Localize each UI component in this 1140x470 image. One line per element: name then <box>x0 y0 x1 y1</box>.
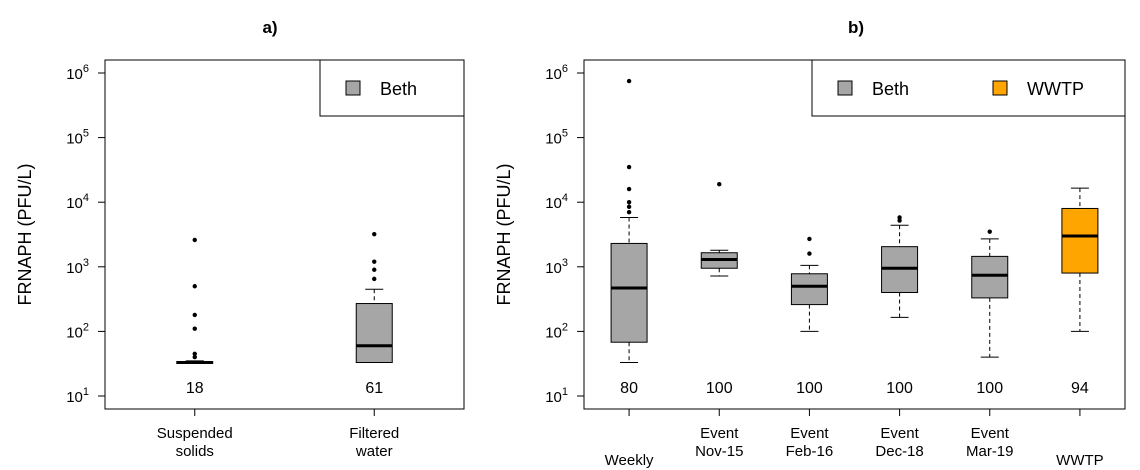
y-tick-label: 101 <box>66 386 89 406</box>
sample-count-label: 18 <box>186 380 204 397</box>
outlier-point <box>192 326 197 331</box>
outlier-point <box>192 351 197 357</box>
outlier-point <box>372 231 377 237</box>
sample-count-label: 94 <box>1071 380 1089 397</box>
outlier-point <box>626 164 632 170</box>
x-category-label: Event <box>790 425 829 442</box>
legend-label: Beth <box>380 79 417 99</box>
legend-label: Beth <box>872 79 909 99</box>
y-tick-label: 105 <box>66 128 89 148</box>
x-category-label: Filtered <box>349 425 399 442</box>
box <box>790 273 828 306</box>
legend: Beth <box>319 59 465 117</box>
y-axis-label: FRNAPH (PFU/L) <box>15 163 35 305</box>
y-tick-label: 106 <box>66 63 89 83</box>
outlier-point <box>626 186 632 192</box>
x-category-label: Nov-15 <box>695 443 743 460</box>
y-tick-label: 102 <box>545 321 568 341</box>
sample-count-label: 100 <box>796 380 823 397</box>
outlier-point <box>192 354 197 360</box>
x-category-label: water <box>355 443 393 460</box>
x-category-label: Event <box>700 425 739 442</box>
outlier-point <box>372 259 377 264</box>
outlier-point <box>192 284 197 289</box>
y-tick-label: 104 <box>66 192 89 212</box>
plot-frame <box>104 59 465 410</box>
y-tick-label: 104 <box>545 192 568 212</box>
x-category-label: Dec-18 <box>875 443 923 460</box>
y-tick-label: 103 <box>545 257 568 277</box>
legend-box <box>319 59 465 117</box>
legend-swatch <box>992 80 1008 96</box>
outlier-point <box>372 267 377 272</box>
panel-title: a) <box>262 18 277 37</box>
x-category-label: Event <box>880 425 919 442</box>
outlier-point <box>372 276 377 282</box>
outlier-point <box>626 204 632 209</box>
box <box>355 303 393 364</box>
x-category-label: WWTP <box>1056 452 1103 469</box>
y-tick-label: 106 <box>545 63 568 83</box>
legend-box <box>811 59 1126 117</box>
outlier-point <box>192 237 197 243</box>
outlier-point <box>626 200 632 205</box>
x-category-label: Feb-16 <box>786 443 834 460</box>
outlier-point <box>192 312 197 318</box>
outlier-point <box>897 218 902 223</box>
box-group: 80 Weekly <box>605 78 654 469</box>
y-axis-label: FRNAPH (PFU/L) <box>494 163 514 305</box>
box <box>610 242 648 343</box>
box <box>1061 207 1099 274</box>
y-tick-label: 102 <box>66 321 89 341</box>
sample-count-label: 100 <box>706 380 733 397</box>
legend-label: WWTP <box>1027 79 1084 99</box>
legend: Beth WWTP <box>811 59 1126 117</box>
panel-title: b) <box>848 18 864 37</box>
x-category-label: Suspended <box>157 425 233 442</box>
sample-count-label: 100 <box>886 380 913 397</box>
panel-a: a) FRNAPH (PFU/L) 101 102 103 104 105 106 18 Susp… <box>15 18 465 460</box>
outlier-point <box>807 251 812 256</box>
sample-count-label: 61 <box>365 380 383 397</box>
x-category-label: solids <box>176 443 214 460</box>
outlier-point <box>897 215 902 220</box>
x-category-label: Weekly <box>605 452 654 469</box>
legend-swatch <box>345 80 361 96</box>
box-group: 94 WWTP <box>1056 187 1104 469</box>
y-tick-label: 103 <box>66 257 89 277</box>
outlier-point <box>626 78 632 84</box>
y-tick-label: 105 <box>545 128 568 148</box>
box <box>971 255 1009 299</box>
outlier-point <box>717 181 722 187</box>
panel-b: b) FRNAPH (PFU/L) 101 102 103 104 105 106 80 Week… <box>494 18 1126 469</box>
outlier-point <box>807 236 812 242</box>
sample-count-label: 100 <box>976 380 1003 397</box>
outlier-point <box>626 210 632 215</box>
y-tick-label: 101 <box>545 386 568 406</box>
outlier-point <box>987 229 992 234</box>
legend-swatch <box>837 80 853 96</box>
x-category-label: Event <box>971 425 1010 442</box>
sample-count-label: 80 <box>620 380 638 397</box>
x-category-label: Mar-19 <box>966 443 1014 460</box>
